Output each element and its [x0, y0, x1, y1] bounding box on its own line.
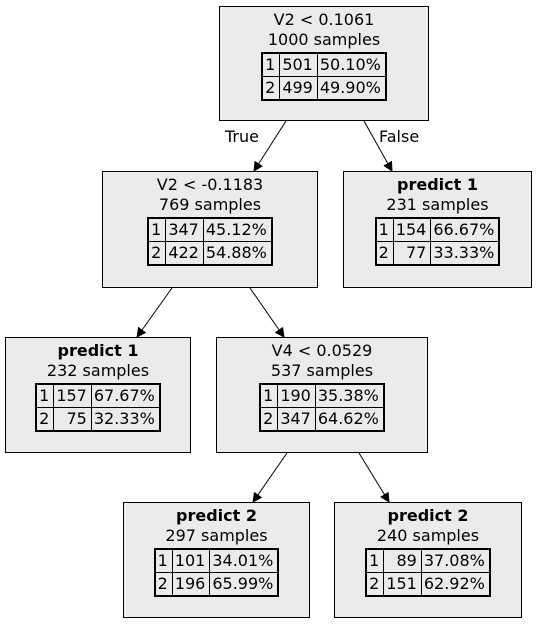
count-cell: 196 [171, 572, 211, 597]
percent-cell: 33.33% [430, 241, 500, 266]
table-row: 1 101 34.01% [154, 548, 279, 573]
edge-4-to-5 [252, 452, 288, 503]
class-cell: 1 [261, 52, 281, 77]
count-cell: 154 [392, 217, 432, 242]
sample-count: 232 samples [46, 361, 150, 380]
class-cell: 2 [365, 572, 385, 597]
sample-count: 231 samples [386, 195, 489, 214]
count-cell: 101 [171, 548, 211, 573]
table-row: 1 190 35.38% [259, 383, 385, 408]
percent-cell: 64.62% [314, 407, 385, 432]
percent-cell: 34.01% [209, 548, 279, 573]
class-distribution-table: 1 101 34.01% 2 196 65.99% [153, 548, 280, 597]
table-row: 1 89 37.08% [365, 548, 491, 573]
table-row: 1 154 66.67% [375, 217, 500, 242]
edge-0-to-1 [253, 120, 287, 172]
leaf-node: predict 1 231 samples 1 154 66.67% 2 77 33.33% [343, 171, 532, 288]
prediction-label: predict 2 [387, 506, 469, 525]
class-cell: 2 [375, 241, 394, 266]
class-cell: 1 [375, 217, 394, 242]
class-distribution-table: 1 190 35.38% 2 347 64.62% [259, 383, 385, 432]
sample-count: 537 samples [270, 361, 374, 380]
percent-cell: 50.10% [316, 52, 387, 77]
class-distribution-table: 1 347 45.12% 2 422 54.88% [147, 217, 273, 266]
percent-cell: 32.33% [90, 407, 161, 432]
class-cell: 1 [147, 217, 167, 242]
class-distribution-table: 1 89 37.08% 2 151 62.92% [365, 548, 491, 597]
table-row: 2 77 33.33% [375, 241, 500, 266]
split-condition: V2 < 0.1061 [273, 10, 375, 29]
class-cell: 2 [35, 407, 55, 432]
edge-1-to-3 [136, 287, 173, 338]
count-cell: 157 [53, 383, 92, 408]
prediction-label: predict 1 [57, 341, 139, 360]
edge-1-to-4 [249, 287, 285, 338]
count-cell: 151 [383, 572, 422, 597]
count-cell: 75 [53, 407, 92, 432]
percent-cell: 35.38% [314, 383, 385, 408]
table-row: 1 347 45.12% [147, 217, 273, 242]
edge-0-to-2 [363, 120, 393, 172]
table-row: 2 151 62.92% [365, 572, 491, 597]
table-row: 1 157 67.67% [35, 383, 161, 408]
sample-count: 1000 samples [267, 30, 381, 49]
count-cell: 347 [277, 407, 316, 432]
count-cell: 77 [392, 241, 432, 266]
split-condition: V2 < -0.1183 [156, 175, 264, 194]
percent-cell: 45.12% [202, 217, 273, 242]
edge-label-false: False [379, 127, 420, 146]
count-cell: 501 [279, 52, 318, 77]
sample-count: 297 samples [165, 526, 268, 545]
count-cell: 347 [165, 217, 204, 242]
percent-cell: 66.67% [430, 217, 500, 242]
count-cell: 422 [165, 241, 204, 266]
percent-cell: 67.67% [90, 383, 161, 408]
count-cell: 190 [277, 383, 316, 408]
table-row: 2 196 65.99% [154, 572, 279, 597]
percent-cell: 37.08% [420, 548, 491, 573]
class-cell: 2 [154, 572, 173, 597]
class-distribution-table: 1 501 50.10% 2 499 49.90% [261, 52, 387, 101]
percent-cell: 62.92% [420, 572, 491, 597]
count-cell: 499 [279, 76, 318, 101]
edge-4-to-6 [358, 452, 390, 503]
sample-count: 240 samples [376, 526, 480, 545]
prediction-label: predict 1 [397, 175, 478, 194]
class-cell: 2 [147, 241, 167, 266]
prediction-label: predict 2 [176, 506, 257, 525]
percent-cell: 54.88% [202, 241, 273, 266]
table-row: 2 422 54.88% [147, 241, 273, 266]
leaf-node: predict 2 297 samples 1 101 34.01% 2 196 65.99% [123, 502, 310, 618]
class-distribution-table: 1 154 66.67% 2 77 33.33% [374, 217, 501, 266]
split-node: V4 < 0.0529 537 samples 1 190 35.38% 2 347 64.6… [216, 337, 428, 453]
table-row: 2 75 32.33% [35, 407, 161, 432]
class-cell: 1 [35, 383, 55, 408]
count-cell: 89 [383, 548, 422, 573]
class-cell: 2 [259, 407, 279, 432]
sample-count: 769 samples [158, 195, 262, 214]
table-row: 2 499 49.90% [261, 76, 387, 101]
split-node: V2 < 0.1061 1000 samples 1 501 50.10% 2 499 49.… [219, 6, 429, 121]
class-cell: 1 [365, 548, 385, 573]
percent-cell: 49.90% [316, 76, 387, 101]
class-cell: 1 [154, 548, 173, 573]
leaf-node: predict 2 240 samples 1 89 37.08% 2 151 62.92% [334, 502, 522, 618]
split-condition: V4 < 0.0529 [271, 341, 373, 360]
class-distribution-table: 1 157 67.67% 2 75 32.33% [35, 383, 161, 432]
leaf-node: predict 1 232 samples 1 157 67.67% 2 75 32.33% [5, 337, 191, 453]
class-cell: 2 [261, 76, 281, 101]
split-node: V2 < -0.1183 769 samples 1 347 45.12% 2 422 54.… [102, 171, 318, 288]
class-cell: 1 [259, 383, 279, 408]
percent-cell: 65.99% [209, 572, 279, 597]
table-row: 2 347 64.62% [259, 407, 385, 432]
table-row: 1 501 50.10% [261, 52, 387, 77]
edge-label-true: True [225, 127, 259, 146]
